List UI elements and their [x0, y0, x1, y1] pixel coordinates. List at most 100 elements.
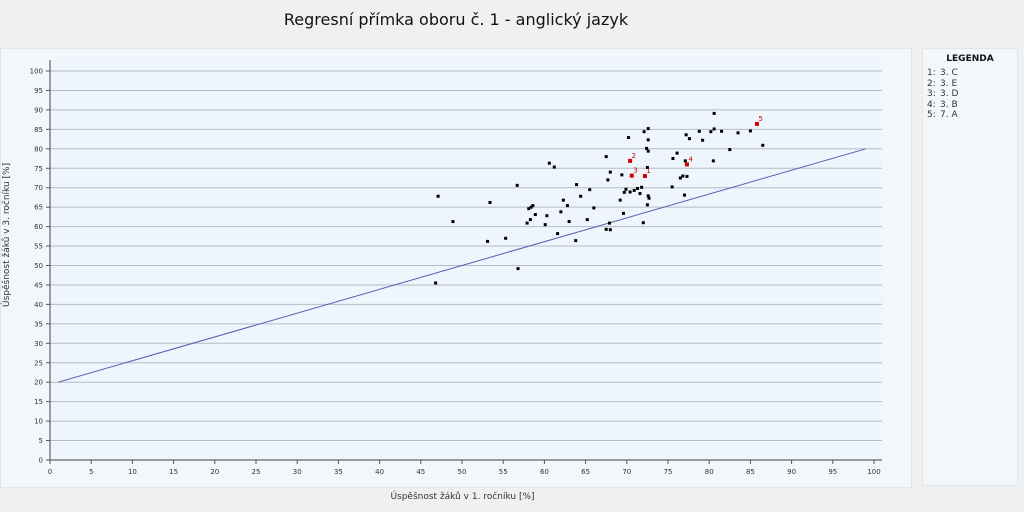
data-point — [585, 218, 589, 222]
data-point — [606, 178, 610, 182]
x-tick-label: 45 — [416, 468, 425, 476]
highlight-point — [628, 158, 633, 163]
data-point — [640, 185, 644, 189]
highlight-point — [754, 121, 759, 126]
y-tick-label: 90 — [34, 106, 43, 114]
highlight-point-label: 2 — [632, 152, 636, 160]
data-point — [678, 176, 682, 180]
data-point — [588, 188, 592, 192]
data-point — [646, 194, 650, 198]
highlight-points: 1 2 3 4 5 — [628, 115, 763, 179]
data-point — [638, 192, 642, 196]
data-point — [533, 213, 537, 217]
data-point — [436, 194, 440, 198]
data-point — [529, 205, 533, 209]
data-point — [642, 130, 646, 134]
data-point — [632, 188, 636, 192]
data-point — [552, 165, 556, 169]
data-point — [712, 127, 716, 131]
x-tick-label: 70 — [622, 468, 631, 476]
data-point — [626, 136, 630, 140]
y-tick-label: 75 — [34, 165, 43, 173]
x-axis-ticks: 0 5 10 15 20 25 30 35 40 45 50 55 60 65 70 75 80 85 90 95 10… — [48, 460, 881, 476]
data-point — [575, 183, 579, 187]
data-point — [604, 227, 608, 231]
data-point — [712, 111, 716, 115]
legend-list: 1: 3. C 2: 3. E 3: 3. D 4: 3. B 5: 7. A — [927, 68, 1017, 121]
legend-item-text: 7. A — [940, 110, 958, 120]
data-point — [646, 127, 650, 131]
data-point — [645, 146, 649, 150]
y-tick-label: 10 — [34, 418, 43, 426]
x-tick-label: 55 — [499, 468, 508, 476]
x-tick-label: 80 — [705, 468, 714, 476]
data-point — [545, 214, 549, 218]
data-point — [488, 200, 492, 204]
x-tick-label: 30 — [293, 468, 302, 476]
data-point — [685, 174, 689, 178]
axes — [49, 60, 882, 461]
legend-item-text: 3. D — [940, 89, 959, 99]
x-tick-label: 10 — [128, 468, 137, 476]
data-point — [647, 196, 651, 200]
legend-title: LEGENDA — [946, 54, 994, 64]
data-point — [527, 207, 531, 211]
data-point — [579, 194, 583, 198]
data-point — [646, 138, 650, 142]
data-point — [504, 236, 508, 240]
data-point — [547, 161, 551, 165]
y-tick-label: 15 — [34, 398, 43, 406]
chart-title: Regresní přímka oboru č. 1 - anglický ja… — [283, 10, 629, 29]
data-point — [748, 129, 752, 133]
x-tick-label: 0 — [48, 468, 52, 476]
data-point — [574, 239, 578, 243]
legend-item-number: 5: — [927, 110, 936, 120]
legend-panel: LEGENDA 1: 3. C 2: 3. E 3: 3. D 4: 3. B 5: 7.… — [922, 48, 1018, 486]
chart-panel: Regresní přímka oboru č. 1 - anglický ja… — [0, 10, 912, 502]
data-point — [645, 165, 649, 169]
y-tick-label: 0 — [39, 457, 43, 465]
legend-item-number: 2: — [927, 78, 936, 89]
legend-item: 2: 3. E — [927, 79, 1017, 90]
data-point — [451, 220, 455, 224]
data-point — [434, 281, 438, 285]
y-tick-label: 85 — [34, 126, 43, 134]
legend-item-text: 3. E — [940, 78, 958, 89]
highlight-point — [684, 162, 689, 167]
x-tick-label: 90 — [787, 468, 796, 476]
x-tick-label: 60 — [540, 468, 549, 476]
grid-lines — [50, 70, 882, 442]
data-point — [556, 232, 560, 236]
x-tick-label: 25 — [252, 468, 261, 476]
y-tick-label: 100 — [30, 68, 43, 76]
y-tick-label: 40 — [34, 301, 43, 309]
x-tick-label: 20 — [210, 468, 219, 476]
legend-item-text: 3. B — [940, 99, 958, 110]
y-tick-label: 65 — [34, 204, 43, 212]
data-point — [567, 220, 571, 224]
data-point — [486, 239, 490, 243]
plot-area — [50, 60, 882, 460]
y-tick-label: 45 — [34, 281, 43, 289]
legend-item-number: 3: — [927, 89, 936, 99]
legend-item: 5: 7. A — [927, 110, 1017, 121]
y-tick-label: 60 — [34, 223, 43, 231]
y-axis-ticks: 0 5 10 15 20 25 30 35 40 45 50 55 60 65 70 75 80 85 90 95 10… — [30, 68, 50, 465]
data-point — [516, 267, 520, 271]
data-point — [670, 185, 674, 189]
y-tick-label: 20 — [34, 379, 43, 387]
x-tick-label: 5 — [89, 468, 93, 476]
data-points — [434, 111, 765, 285]
data-point — [592, 206, 596, 210]
scatter-plot: 0 5 10 15 20 25 30 35 40 45 50 55 60 65 70 75 80 85 90 95 10… — [0, 48, 912, 488]
y-tick-label: 5 — [39, 437, 43, 445]
data-point — [618, 198, 622, 202]
y-axis-label: Úspěšnost žáků v 3. ročníku [%] — [2, 162, 12, 308]
legend-item: 1: 3. C — [927, 68, 1017, 79]
regression-line — [58, 148, 866, 383]
data-point — [608, 170, 612, 174]
regression-line-group — [58, 148, 866, 383]
data-point — [620, 173, 624, 177]
data-point — [711, 159, 715, 163]
data-point — [636, 186, 640, 190]
